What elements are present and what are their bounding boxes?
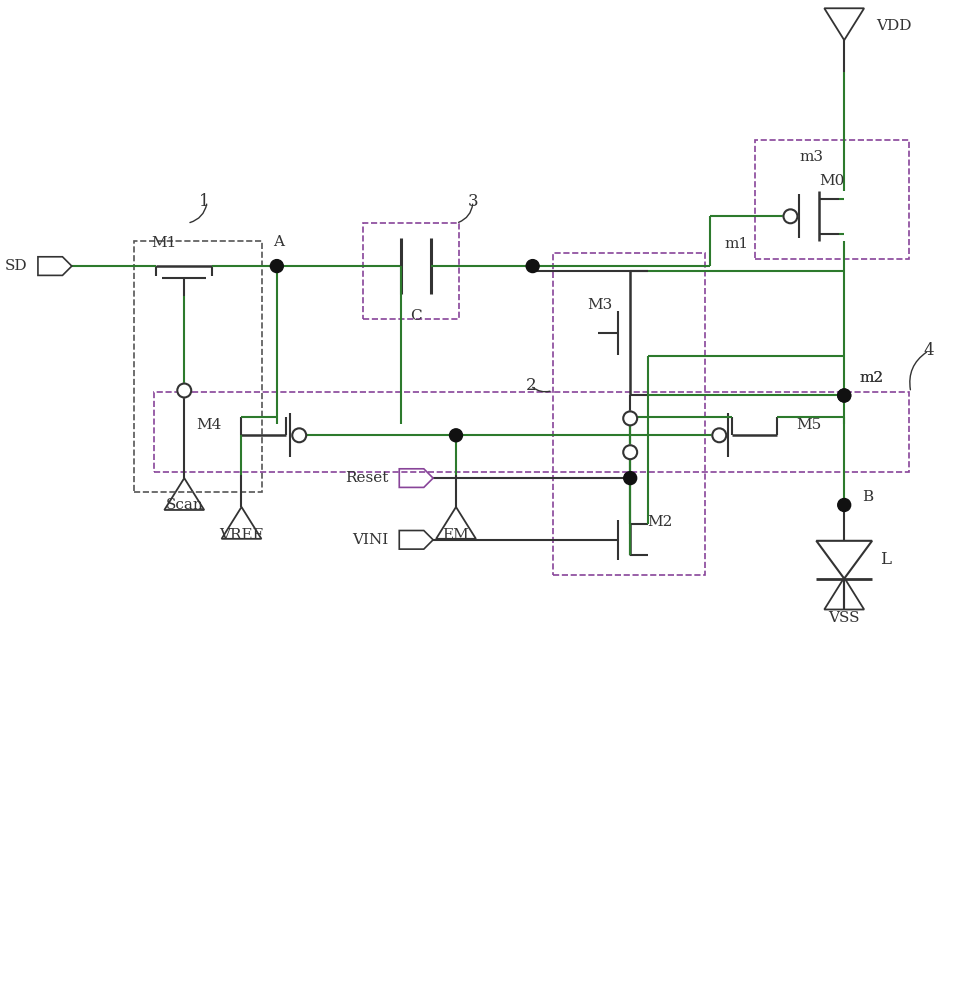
Text: VREF: VREF: [219, 528, 264, 542]
Text: M1: M1: [152, 236, 177, 250]
Text: Reset: Reset: [345, 471, 389, 485]
Bar: [755, 140, 909, 259]
Circle shape: [712, 428, 727, 442]
Text: M4: M4: [197, 418, 222, 432]
Text: 1: 1: [199, 193, 209, 210]
Text: VINI: VINI: [352, 533, 389, 547]
Text: VSS: VSS: [829, 611, 860, 625]
Text: 4: 4: [923, 342, 934, 359]
Text: m2: m2: [859, 371, 883, 385]
Text: VDD: VDD: [876, 19, 912, 33]
Circle shape: [623, 472, 637, 485]
Circle shape: [177, 384, 191, 397]
Text: SD: SD: [4, 259, 27, 273]
Circle shape: [838, 389, 850, 402]
Circle shape: [292, 428, 306, 442]
Text: EM: EM: [442, 528, 469, 542]
Text: 2: 2: [525, 377, 536, 394]
Bar: [134, 241, 262, 492]
Circle shape: [783, 209, 798, 223]
Circle shape: [623, 411, 637, 425]
Bar: [363, 223, 459, 319]
Text: m1: m1: [725, 237, 749, 251]
Text: 3: 3: [468, 193, 478, 210]
Text: M5: M5: [797, 418, 822, 432]
Text: M2: M2: [648, 515, 673, 529]
Circle shape: [838, 499, 850, 511]
Text: m2: m2: [859, 371, 883, 385]
Text: Scan: Scan: [166, 498, 204, 512]
Bar: [155, 392, 909, 472]
Text: M3: M3: [587, 298, 613, 312]
Text: A: A: [274, 235, 284, 249]
Bar: [552, 253, 705, 575]
Text: C: C: [410, 309, 422, 323]
Text: m3: m3: [800, 150, 823, 164]
Circle shape: [838, 389, 850, 402]
Text: M0: M0: [819, 174, 844, 188]
Circle shape: [450, 429, 463, 442]
Circle shape: [526, 260, 540, 273]
Text: B: B: [862, 490, 874, 504]
Circle shape: [623, 445, 637, 459]
Text: L: L: [880, 551, 891, 568]
Circle shape: [271, 260, 283, 273]
